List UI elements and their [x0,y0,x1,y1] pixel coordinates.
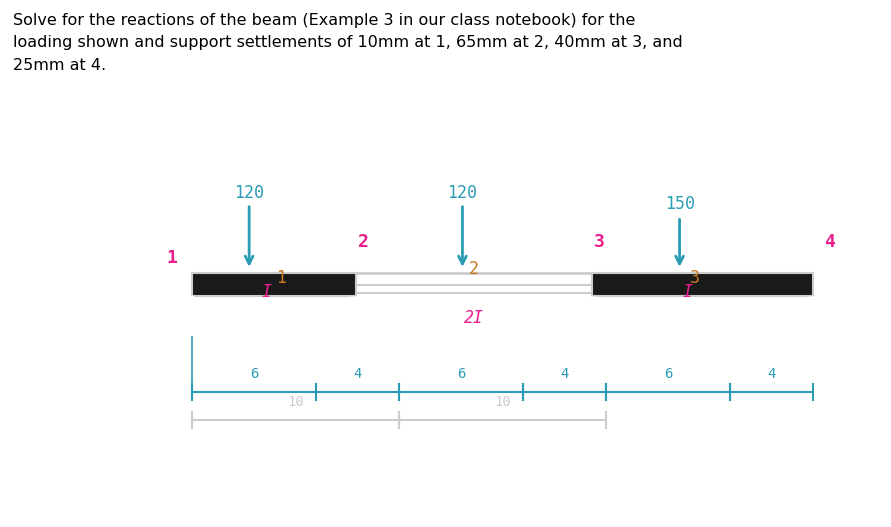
Text: 6: 6 [664,367,672,381]
Text: 1: 1 [276,269,287,287]
Text: 3: 3 [690,269,699,287]
Text: 120: 120 [447,184,478,202]
Text: I: I [261,284,271,301]
Text: 4: 4 [767,367,776,381]
Bar [592,273,813,296]
Text: 10: 10 [287,395,304,409]
Bar [192,273,356,296]
Text: 1: 1 [166,249,176,267]
Text: 120: 120 [234,184,264,202]
Text: 2: 2 [358,233,369,251]
Text: E = 200 GPa: E = 200 GPa [386,451,486,465]
Text: 6: 6 [249,367,258,381]
Text: $I$ = 500 $\times$ 10$^6$ mm$^4$: $I$ = 500 $\times$ 10$^6$ mm$^4$ [360,474,512,492]
Text: 3: 3 [594,233,605,251]
Text: 6: 6 [457,367,465,381]
Text: Solve for the reactions of the beam (Example 3 in our class notebook) for the
lo: Solve for the reactions of the beam (Exa… [13,13,683,73]
Text: 150: 150 [665,196,695,213]
Text: I: I [683,284,692,301]
Text: 4: 4 [560,367,568,381]
Text: 2: 2 [469,260,478,278]
Text: 10: 10 [495,395,511,409]
Text: 4: 4 [354,367,362,381]
Text: 2I: 2I [464,309,484,327]
Text: 4: 4 [824,233,835,251]
